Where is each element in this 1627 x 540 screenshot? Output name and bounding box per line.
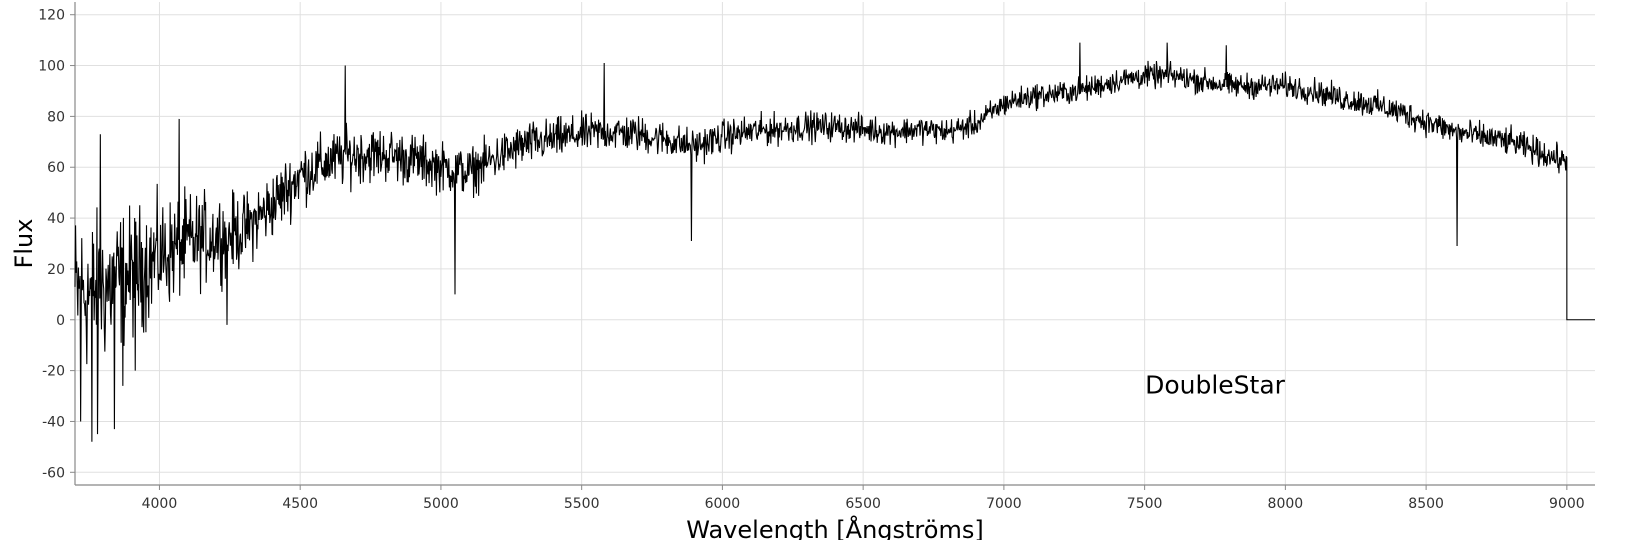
x-tick-label: 5500: [564, 496, 600, 512]
y-tick-label: 120: [38, 8, 65, 24]
y-axis-title: Flux: [10, 219, 38, 269]
grid: [75, 2, 1595, 485]
x-tick-label: 8500: [1408, 496, 1444, 512]
x-tick-label: 6500: [845, 496, 881, 512]
y-tick-label: 100: [38, 59, 65, 75]
y-tick-label: 20: [47, 262, 65, 278]
x-tick-label: 8000: [1268, 496, 1304, 512]
x-axis-title: Wavelength [Ångströms]: [686, 515, 983, 540]
y-tick-label: 60: [47, 160, 65, 176]
y-tick-labels: -60 -40 -20 0 20 40 60 80 100 120: [38, 8, 75, 481]
series-line-doublestar: [74, 42, 1595, 442]
axes: [74, 2, 1595, 486]
y-tick-label: -20: [42, 364, 65, 380]
y-tick-label: 80: [47, 109, 65, 125]
x-tick-label: 4500: [282, 496, 318, 512]
series-layer: [74, 42, 1595, 442]
x-tick-label: 5000: [423, 496, 459, 512]
x-tick-label: 7000: [986, 496, 1022, 512]
y-tick-label: 40: [47, 211, 65, 227]
x-tick-labels: 4000 4500 5000 5500 6000 6500 7000 7500 8000 8500…: [142, 485, 1585, 512]
x-tick-label: 6000: [705, 496, 741, 512]
y-tick-label: -60: [42, 465, 65, 481]
y-tick-label: 0: [56, 313, 65, 329]
x-tick-label: 7500: [1127, 496, 1163, 512]
annotation-label: DoubleStar: [1145, 370, 1286, 399]
x-tick-label: 9000: [1549, 496, 1585, 512]
y-tick-label: -40: [42, 414, 65, 430]
x-tick-label: 4000: [142, 496, 178, 512]
